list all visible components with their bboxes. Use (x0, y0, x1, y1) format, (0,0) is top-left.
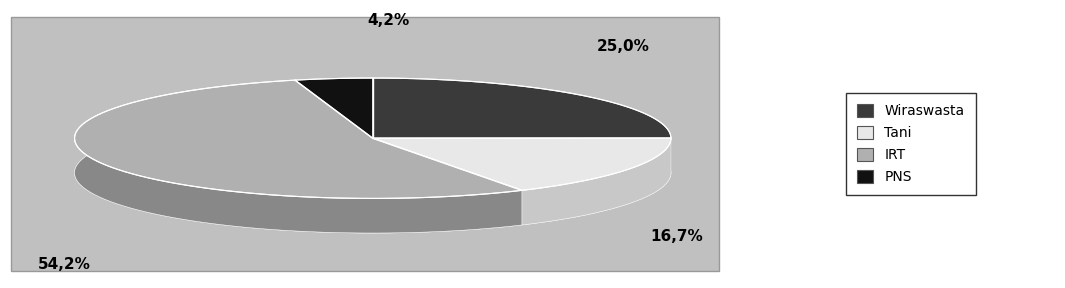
Polygon shape (373, 78, 671, 138)
Polygon shape (75, 80, 522, 233)
Text: 16,7%: 16,7% (650, 229, 703, 244)
Polygon shape (522, 138, 671, 225)
Text: 4,2%: 4,2% (367, 13, 410, 28)
Polygon shape (373, 138, 671, 190)
Legend: Wiraswasta, Tani, IRT, PNS: Wiraswasta, Tani, IRT, PNS (846, 93, 976, 195)
Polygon shape (295, 78, 373, 138)
Text: 54,2%: 54,2% (37, 257, 91, 272)
Text: 25,0%: 25,0% (596, 39, 650, 54)
Ellipse shape (75, 113, 671, 233)
Polygon shape (75, 80, 522, 198)
